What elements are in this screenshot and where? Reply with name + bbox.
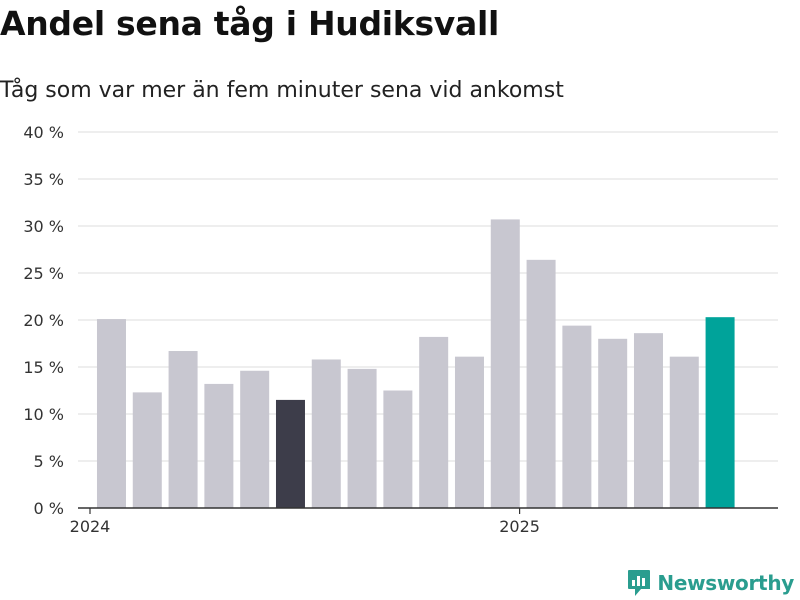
y-tick-label: 0 % <box>34 499 64 518</box>
y-tick-label: 35 % <box>23 170 64 189</box>
bar-2025-06: 2025-06: 20.3 <box>705 317 735 508</box>
y-tick-label: 40 % <box>23 123 64 142</box>
bar-2025-05: 2025-05: 16.1 <box>669 356 699 508</box>
bar-2024-04: 2024-04: 13.2 <box>204 383 234 508</box>
x-tick-label: 2024 <box>70 517 111 536</box>
x-tick-label: 2025 <box>499 517 540 536</box>
y-tick-label: 20 % <box>23 311 64 330</box>
newsworthy-logo: Newsworthy <box>627 568 794 598</box>
bar-2024-01: 2024-01: 20.1 <box>96 319 126 508</box>
bar-2024-06: 2024-06: 11.5 <box>275 399 305 508</box>
y-tick-label: 10 % <box>23 405 64 424</box>
bar-2025-03: 2025-03: 18 <box>598 338 628 508</box>
bar-2024-05: 2024-05: 14.6 <box>240 370 270 508</box>
y-tick-label: 5 % <box>34 452 64 471</box>
bar-2025-04: 2025-04: 18.6 <box>633 333 663 508</box>
bar-2025-01: 2025-01: 26.4 <box>526 259 556 508</box>
bar-2024-02: 2024-02: 12.3 <box>132 392 162 508</box>
bar-2024-08: 2024-08: 14.8 <box>347 368 377 508</box>
chart-title: Andel sena tåg i Hudiksvall <box>0 4 500 43</box>
bar-chart: 0 % 5 % 10 % 15 % 20 % 25 % 30 % 35 % 40 % 2024-0… <box>23 123 778 536</box>
brand-name: Newsworthy <box>657 571 794 595</box>
bar-2024-09: 2024-09: 12.5 <box>383 390 413 508</box>
bar-2024-03: 2024-03: 16.7 <box>168 351 198 508</box>
y-tick-label: 30 % <box>23 217 64 236</box>
bar-2024-12: 2024-12: 30.7 <box>490 219 520 509</box>
y-tick-label: 15 % <box>23 358 64 377</box>
y-tick-label: 25 % <box>23 264 64 283</box>
bar-2025-02: 2025-02: 19.4 <box>562 325 592 508</box>
chart-subtitle: Tåg som var mer än fem minuter sena vid … <box>0 78 564 103</box>
newsworthy-logo-icon <box>628 570 651 596</box>
bar-2024-11: 2024-11: 16.1 <box>454 356 484 508</box>
bar-2024-10: 2024-10: 18.2 <box>419 336 449 508</box>
bar-2024-07: 2024-07: 15.8 <box>311 359 341 508</box>
